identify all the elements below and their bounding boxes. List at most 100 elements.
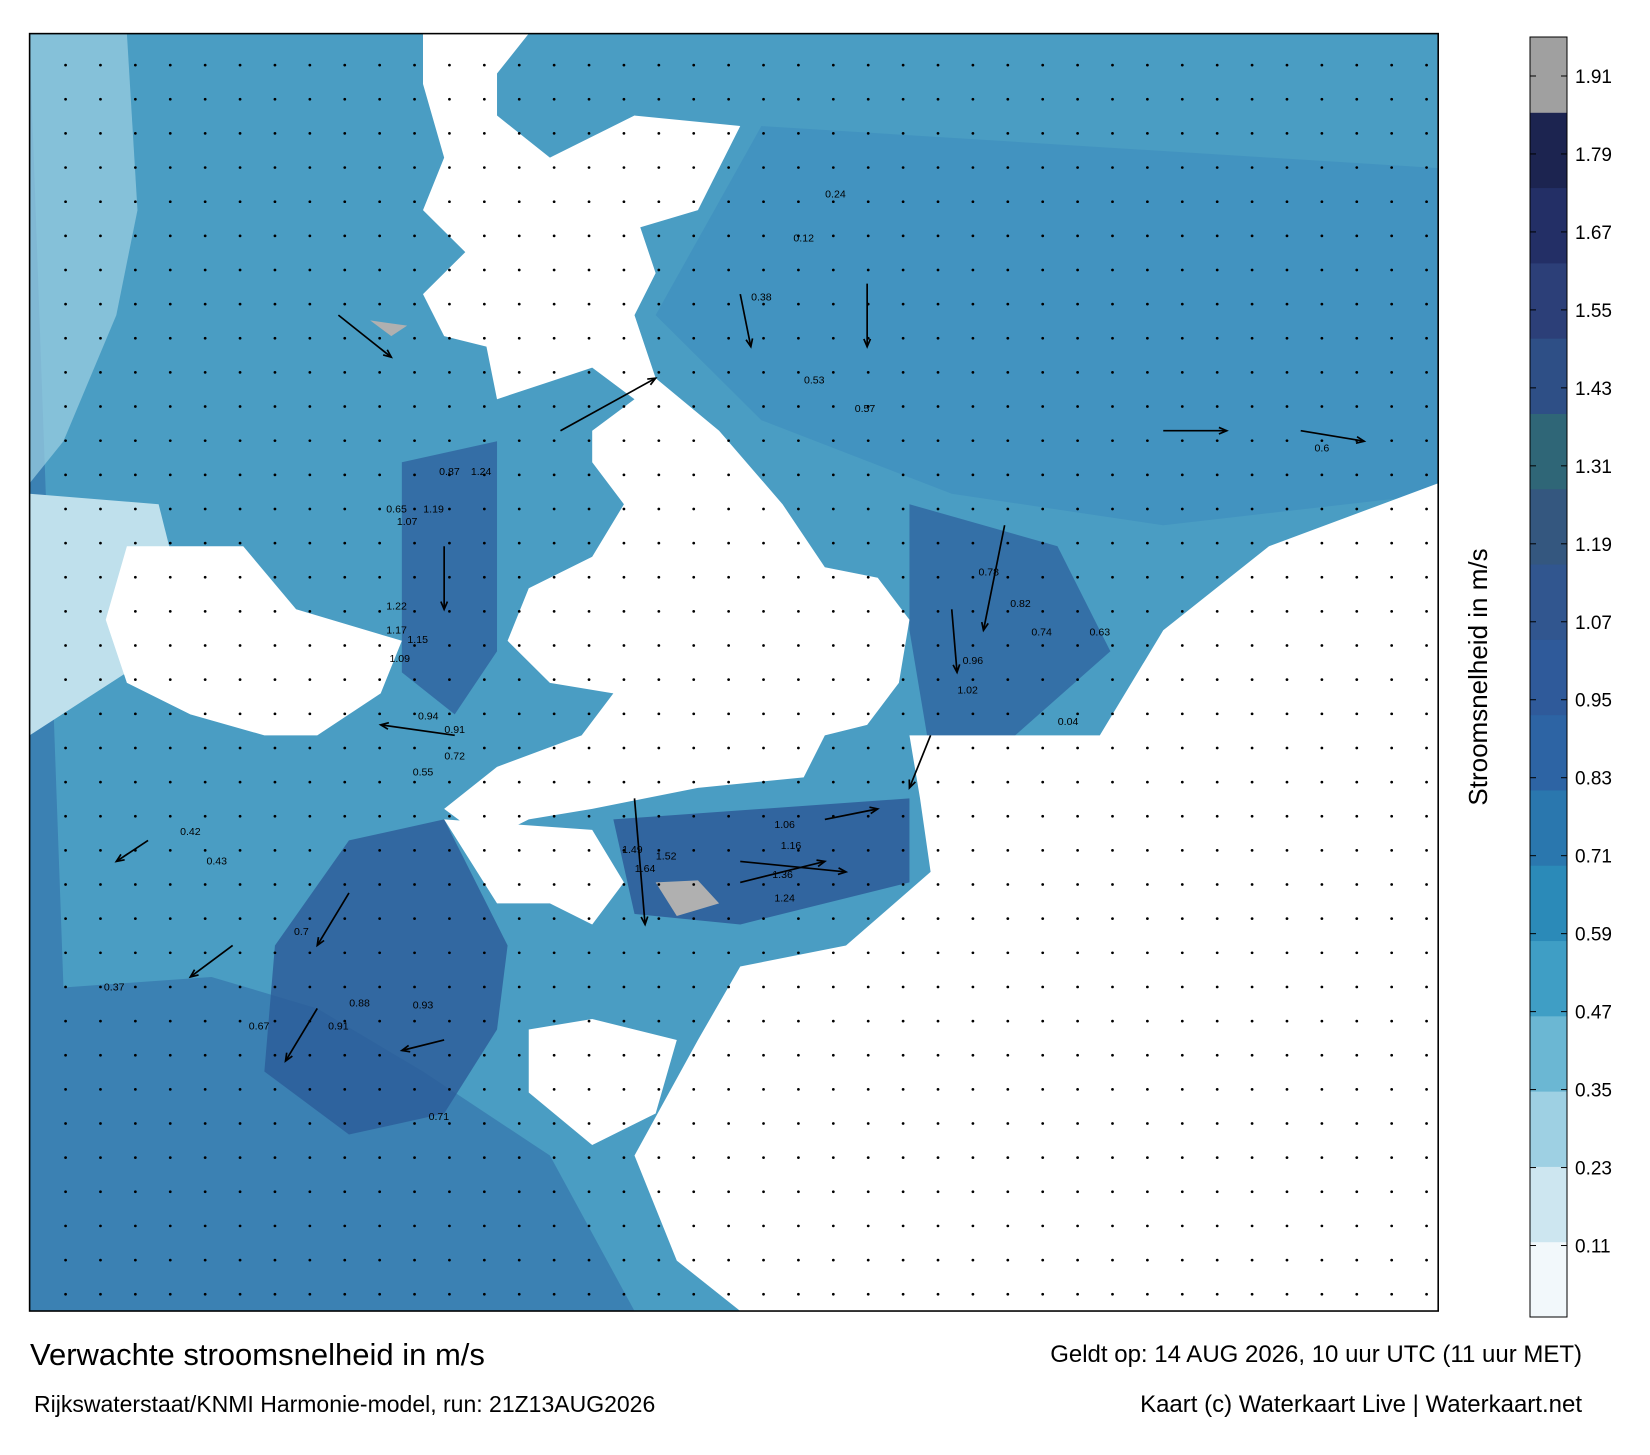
grid-dot <box>831 371 835 374</box>
grid-dot <box>1180 200 1184 204</box>
grid-dot <box>1250 1053 1254 1057</box>
grid-dot <box>1006 780 1010 784</box>
grid-dot <box>657 268 661 272</box>
grid-dot <box>692 746 696 750</box>
grid-dot <box>1320 849 1324 852</box>
grid-dot <box>866 1019 870 1023</box>
grid-dot <box>168 405 172 408</box>
grid-dot <box>1355 951 1359 955</box>
grid-dot <box>482 1088 486 1091</box>
grid-dot <box>1180 780 1184 784</box>
grid-dot <box>343 336 347 340</box>
colorbar-band <box>1530 338 1567 414</box>
grid-dot <box>936 473 940 477</box>
grid-dot <box>552 1156 556 1160</box>
grid-dot <box>1285 473 1289 477</box>
grid-dot <box>727 780 730 784</box>
grid-dot <box>1285 63 1289 67</box>
grid-dot <box>1390 575 1394 579</box>
grid-dot <box>1390 644 1394 647</box>
grid-dot <box>448 1258 451 1262</box>
grid-dot <box>1111 371 1114 374</box>
grid-dot <box>587 507 591 511</box>
grid-dot <box>1076 644 1079 647</box>
grid-dot <box>378 644 382 647</box>
grid-dot <box>1006 473 1010 477</box>
grid-dot <box>901 302 905 306</box>
grid-dot <box>901 63 905 67</box>
grid-dot <box>1180 1224 1184 1228</box>
grid-dot <box>273 507 277 511</box>
grid-dot <box>168 883 172 886</box>
grid-dot <box>1215 166 1219 169</box>
grid-dot <box>1250 371 1254 374</box>
grid-dot <box>657 336 661 340</box>
grid-dot <box>901 336 905 340</box>
current-arrow <box>740 860 826 884</box>
grid-dot <box>308 849 312 852</box>
grid-dot <box>1146 268 1149 272</box>
grid-dot <box>273 302 277 306</box>
grid-dot <box>901 712 905 716</box>
grid-dot <box>448 814 451 818</box>
grid-dot <box>1355 780 1359 784</box>
grid-dot <box>797 1292 800 1296</box>
grid-dot <box>1425 1088 1428 1091</box>
grid-dot <box>587 575 591 579</box>
colorbar-tick-label: 0.11 <box>1575 1237 1611 1258</box>
land <box>528 1018 677 1146</box>
grid-dot <box>273 1258 277 1262</box>
grid-dot <box>1006 746 1010 750</box>
grid-dot <box>99 917 102 921</box>
grid-dot <box>203 1053 207 1057</box>
grid-dot <box>517 371 521 374</box>
grid-dot <box>1390 336 1394 340</box>
grid-dot <box>168 1088 172 1091</box>
grid-dot <box>517 473 521 477</box>
grid-dot <box>692 917 696 921</box>
grid-dot <box>343 1258 347 1262</box>
grid-dot <box>797 541 800 545</box>
grid-dot <box>1390 405 1394 408</box>
grid-dot <box>971 166 975 169</box>
grid-dot <box>64 302 67 306</box>
grid-dot <box>1425 1053 1428 1057</box>
grid-dot <box>1006 1190 1010 1194</box>
grid-dot <box>343 849 347 852</box>
grid-dot <box>1215 644 1219 647</box>
grid-dot <box>1180 371 1184 374</box>
water-shade <box>655 126 1439 526</box>
grid-dot <box>971 644 975 647</box>
grid-dot <box>1355 1053 1359 1057</box>
grid-dot <box>517 985 521 989</box>
grid-dot <box>168 371 172 374</box>
grid-dot <box>378 336 382 340</box>
grid-dot <box>238 132 242 135</box>
grid-dot <box>797 678 800 682</box>
grid-dot <box>1285 405 1289 408</box>
grid-dot <box>831 1088 835 1091</box>
grid-dot <box>727 439 730 443</box>
grid-dot <box>866 63 870 67</box>
grid-dot <box>1041 644 1045 647</box>
grid-dot <box>203 200 207 204</box>
grid-dot <box>901 234 905 238</box>
grid-dot <box>1355 644 1359 647</box>
grid-dot <box>308 268 312 272</box>
grid-dot <box>1180 1088 1184 1091</box>
grid-dot <box>168 712 172 716</box>
grid-dot <box>1250 1190 1254 1194</box>
grid-dot <box>203 644 207 647</box>
grid-dot <box>1180 302 1184 306</box>
grid-dot <box>448 1156 451 1160</box>
grid-dot <box>1111 507 1114 511</box>
grid-dot <box>622 166 626 169</box>
grid-dot <box>1076 439 1079 443</box>
grid-dot <box>1076 746 1079 750</box>
grid-dot <box>308 132 312 135</box>
grid-dot <box>482 1122 486 1125</box>
grid-dot <box>517 951 521 955</box>
grid-dot <box>797 63 800 67</box>
colorbar-tick-label: 1.55 <box>1575 301 1612 322</box>
grid-dot <box>622 1258 626 1262</box>
